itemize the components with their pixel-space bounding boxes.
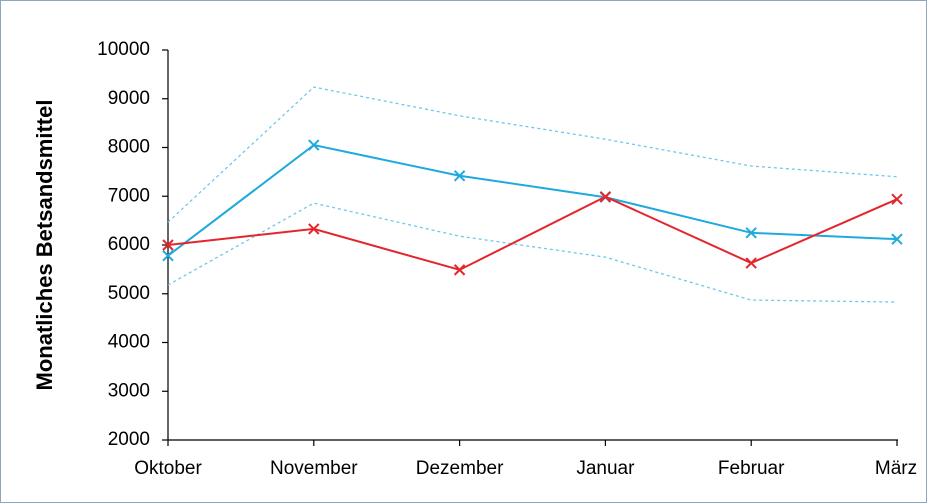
marker: [308, 223, 320, 235]
marker: [162, 239, 174, 251]
x-tick-label: Oktober: [134, 458, 202, 479]
y-axis-label: Monatliches Betsandsmittel: [32, 100, 57, 391]
x-tick-label: Dezember: [416, 458, 504, 479]
marker: [745, 227, 757, 239]
y-tick-label: 9000: [108, 88, 150, 109]
y-tick-label: 7000: [108, 185, 150, 206]
y-tick-label: 2000: [108, 429, 150, 450]
y-tick-label: 5000: [108, 283, 150, 304]
series-line: [167, 202, 898, 303]
y-tick-label: 8000: [108, 137, 150, 158]
marker: [162, 250, 174, 262]
marker: [453, 170, 466, 182]
x-tick-label: März: [875, 458, 917, 479]
series-line: [167, 86, 898, 223]
marker: [745, 257, 757, 269]
x-tick-label: Januar: [576, 458, 635, 479]
marker: [891, 193, 903, 205]
y-tick-label: 4000: [108, 332, 150, 353]
marker: [308, 139, 320, 151]
marker: [453, 264, 466, 276]
x-tick-label: Februar: [718, 458, 785, 479]
y-tick-label: 3000: [108, 380, 150, 401]
series-line: [167, 195, 898, 271]
marker: [599, 191, 612, 203]
marker: [891, 233, 903, 245]
y-tick-label: 6000: [108, 234, 150, 255]
x-tick-label: November: [270, 458, 358, 479]
series-line: [167, 143, 898, 257]
y-tick-label: 10000: [97, 39, 150, 60]
